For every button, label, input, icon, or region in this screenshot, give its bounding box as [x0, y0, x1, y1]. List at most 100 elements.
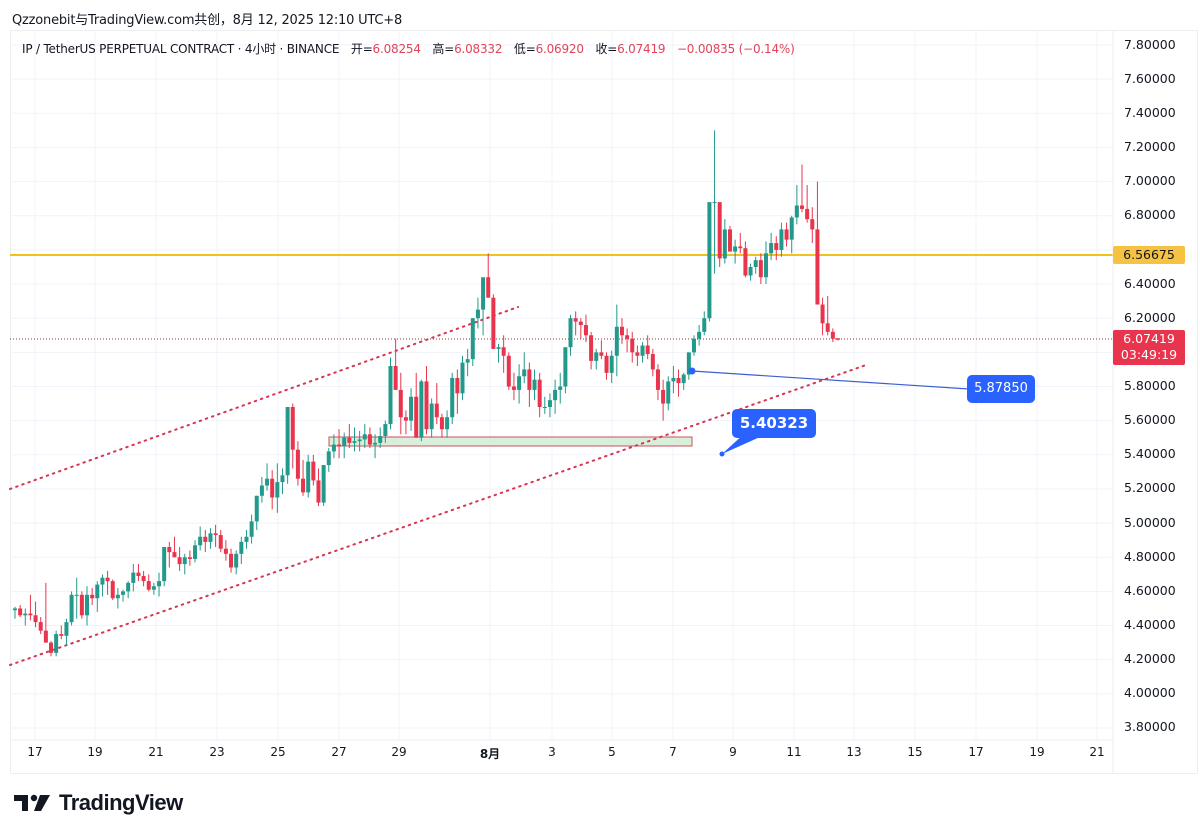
candle-down[interactable]	[79, 594, 84, 616]
candle-down[interactable]	[141, 576, 146, 582]
horizontal-ray[interactable]	[691, 370, 970, 390]
candle-up[interactable]	[254, 495, 259, 522]
candle-up[interactable]	[259, 485, 264, 496]
candle-up[interactable]	[265, 478, 270, 486]
candle-down[interactable]	[661, 389, 666, 404]
candle-down[interactable]	[743, 248, 748, 276]
channel-lower-line[interactable]	[9, 364, 867, 666]
candle-down[interactable]	[506, 355, 511, 387]
candle-down[interactable]	[758, 260, 763, 278]
candle-up[interactable]	[789, 217, 794, 240]
candle-up[interactable]	[280, 475, 285, 483]
candle-up[interactable]	[553, 389, 558, 401]
candle-up[interactable]	[100, 577, 105, 585]
candle-up[interactable]	[707, 202, 712, 319]
candle-down[interactable]	[270, 478, 275, 498]
candle-up[interactable]	[234, 553, 239, 568]
candle-down[interactable]	[676, 377, 681, 384]
candle-up[interactable]	[373, 442, 378, 445]
candle-up[interactable]	[331, 444, 336, 452]
candle-up[interactable]	[208, 533, 213, 542]
candle-up[interactable]	[666, 381, 671, 404]
candle-down[interactable]	[799, 205, 804, 209]
candle-up[interactable]	[362, 434, 367, 440]
candle-down[interactable]	[311, 461, 316, 481]
candle-down[interactable]	[820, 304, 825, 324]
candle-up[interactable]	[326, 451, 331, 466]
candle-up[interactable]	[460, 362, 465, 394]
candle-down[interactable]	[784, 229, 789, 240]
candle-up[interactable]	[748, 266, 753, 276]
candle-down[interactable]	[738, 246, 743, 249]
candle-up[interactable]	[74, 594, 79, 596]
candle-down[interactable]	[830, 331, 835, 339]
candle-down[interactable]	[424, 381, 429, 430]
candle-down[interactable]	[229, 553, 234, 568]
candle-down[interactable]	[146, 581, 151, 590]
candle-up[interactable]	[450, 377, 455, 418]
candle-up[interactable]	[465, 359, 470, 363]
candle-down[interactable]	[511, 386, 516, 390]
candle-up[interactable]	[594, 352, 599, 361]
candle-down[interactable]	[645, 345, 650, 355]
candle-down[interactable]	[49, 642, 54, 653]
candle-down[interactable]	[619, 326, 624, 336]
support-zone[interactable]	[328, 436, 693, 447]
candle-up[interactable]	[722, 229, 727, 259]
drawing-overlays[interactable]	[9, 254, 1113, 666]
candle-down[interactable]	[527, 369, 532, 390]
candle-up[interactable]	[681, 374, 686, 384]
candle-up[interactable]	[54, 634, 59, 653]
candle-down[interactable]	[805, 208, 810, 220]
candle-up[interactable]	[697, 331, 702, 339]
candle-down[interactable]	[625, 335, 630, 339]
candle-up[interactable]	[753, 260, 758, 267]
candle-up[interactable]	[702, 318, 707, 332]
candle-down[interactable]	[172, 552, 177, 558]
candle-down[interactable]	[177, 557, 182, 565]
candle-up[interactable]	[712, 202, 717, 204]
candle-down[interactable]	[434, 403, 439, 418]
candle-up[interactable]	[352, 441, 357, 443]
candle-down[interactable]	[635, 352, 640, 356]
candle-down[interactable]	[825, 323, 830, 332]
candle-up[interactable]	[779, 229, 784, 250]
candle-down[interactable]	[836, 338, 840, 340]
ray-anchor-point[interactable]	[688, 367, 696, 375]
candle-up[interactable]	[388, 366, 393, 425]
candle-up[interactable]	[517, 376, 522, 390]
candle-up[interactable]	[85, 594, 90, 616]
candle-up[interactable]	[686, 352, 691, 375]
candle-up[interactable]	[475, 309, 480, 319]
candle-down[interactable]	[337, 444, 342, 447]
candle-down[interactable]	[774, 243, 779, 250]
candle-down[interactable]	[59, 634, 64, 636]
candle-up[interactable]	[691, 338, 696, 353]
candle-down[interactable]	[28, 613, 33, 616]
candle-up[interactable]	[198, 536, 203, 546]
candle-down[interactable]	[491, 297, 496, 349]
candle-down[interactable]	[439, 417, 444, 430]
candle-down[interactable]	[589, 335, 594, 361]
candle-up[interactable]	[321, 465, 326, 503]
candle-down[interactable]	[316, 480, 321, 503]
candle-down[interactable]	[486, 277, 491, 298]
channel-upper-line[interactable]	[9, 306, 519, 490]
candle-up[interactable]	[409, 396, 414, 421]
candle-down[interactable]	[347, 437, 352, 443]
candle-down[interactable]	[218, 535, 223, 549]
candle-down[interactable]	[223, 548, 228, 554]
candle-down[interactable]	[414, 396, 419, 438]
candle-down[interactable]	[393, 366, 398, 390]
candle-up[interactable]	[470, 318, 475, 360]
candle-down[interactable]	[630, 338, 635, 353]
candle-up[interactable]	[547, 400, 552, 407]
candle-down[interactable]	[398, 389, 403, 418]
candle-up[interactable]	[182, 557, 187, 565]
candle-down[interactable]	[810, 219, 815, 230]
candle-up[interactable]	[64, 622, 69, 636]
candle-up[interactable]	[614, 326, 619, 356]
candle-up[interactable]	[95, 584, 100, 599]
candle-up[interactable]	[131, 572, 136, 583]
candle-down[interactable]	[578, 321, 583, 326]
